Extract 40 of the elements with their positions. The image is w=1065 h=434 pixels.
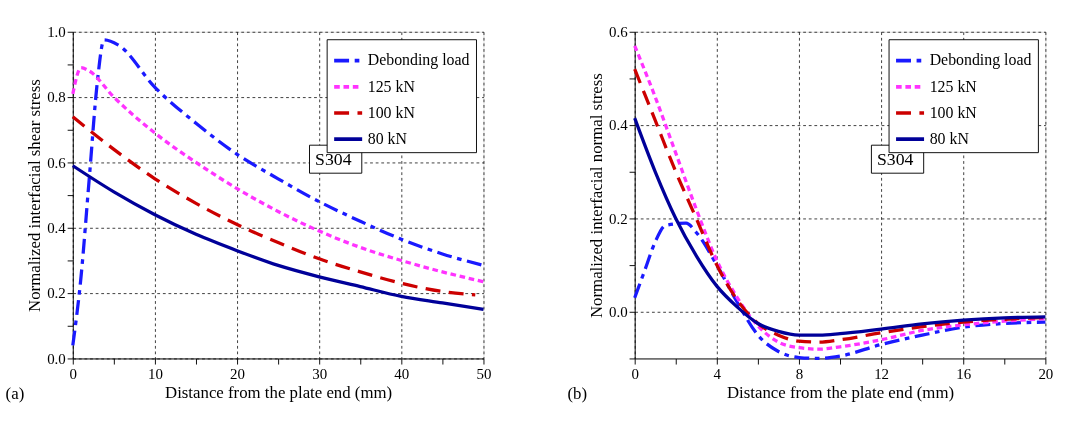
y-tick-label: 0.4 [47,219,67,236]
legend-label: 100 kN [929,103,978,121]
legend-label: 125 kN [929,77,978,95]
x-tick-label: 20 [1038,365,1054,382]
y-tick-label: 0.0 [47,350,66,367]
y-tick-label: 0.6 [609,23,629,40]
x-tick-label: 50 [476,365,492,382]
y-tick-label: 0.2 [47,285,66,302]
x-tick-label: 4 [713,365,722,382]
x-tick-label: 40 [394,365,410,382]
text: (a) [5,383,25,403]
x-axis-title: Distance from the plate end (mm) [165,383,393,403]
legend-label: 100 kN [367,103,416,121]
x-axis-title: Distance from the plate end (mm) [726,383,955,403]
legend-label: Debonding load [929,51,1032,70]
x-tick-label: 0 [631,365,639,382]
x-tick-label: 16 [956,365,972,382]
y-tick-label: 0.0 [609,303,628,320]
legend-label: 80 kN [367,129,408,147]
line-series [71,164,486,312]
y-tick-label: 1.0 [47,23,66,40]
annotation: S304 [877,148,914,169]
x-tick-label: 12 [874,365,890,382]
line-series [633,116,1048,337]
x-tick-label: 20 [230,365,246,382]
legend-label: 125 kN [367,77,416,95]
y-tick-label: 0.6 [47,154,67,171]
x-tick-label: 0 [69,365,78,382]
y-axis-title: Normalized interfacial normal stress [586,73,606,319]
x-tick-label: 10 [147,365,163,382]
legend-label: 80 kN [929,129,970,147]
y-tick-label: 0.8 [47,89,66,106]
y-axis-title: Normalized interfacial shear stress [24,79,44,312]
x-tick-label: 8 [795,365,804,382]
legend-label: Debonding load [367,51,470,70]
x-tick-label: 30 [312,365,328,382]
y-tick-label: 0.2 [609,210,628,227]
text: (b) [567,383,588,403]
annotation: S304 [315,148,352,169]
y-tick-label: 0.4 [609,117,629,134]
